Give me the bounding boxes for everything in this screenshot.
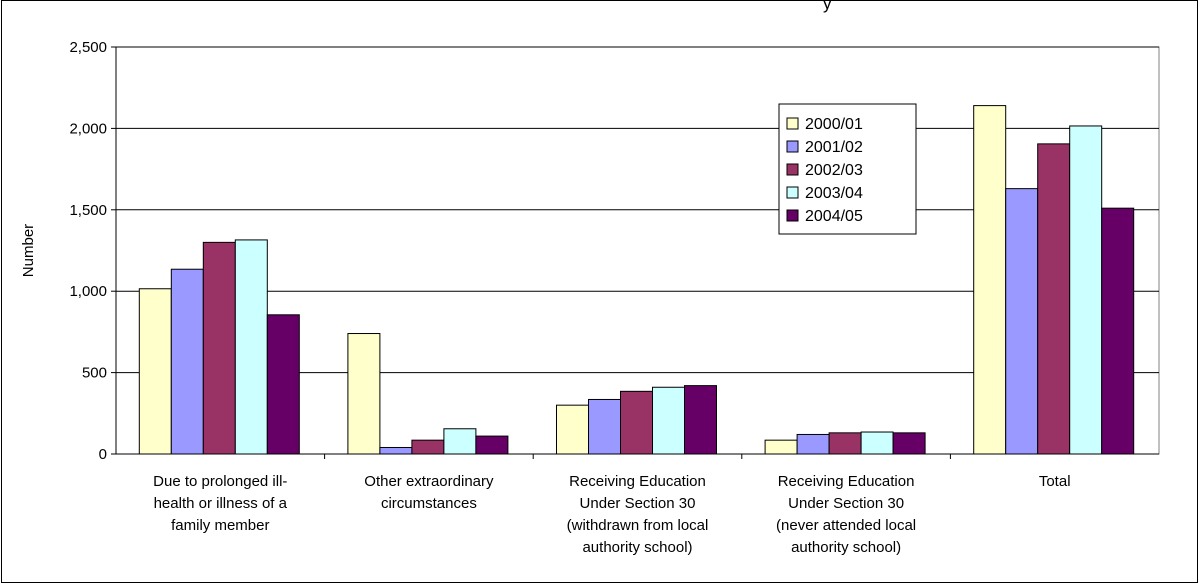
legend-label: 2002/03 <box>805 162 863 179</box>
legend-label: 2003/04 <box>805 185 863 202</box>
x-tick-label: Receiving Education Under Section 30 (neve… <box>776 473 916 556</box>
bar <box>588 398 621 455</box>
bar <box>1069 125 1103 455</box>
bar <box>1005 188 1039 455</box>
bar <box>475 435 509 455</box>
bar <box>764 439 798 455</box>
chart-title-fragment: y <box>823 0 832 13</box>
legend-swatch <box>786 140 799 153</box>
bar <box>234 239 268 455</box>
bar <box>892 432 926 455</box>
bar <box>443 428 477 455</box>
y-tick-label: 2,500 <box>69 39 107 56</box>
bar <box>828 432 862 455</box>
bar <box>170 268 204 455</box>
legend-label: 2004/05 <box>805 208 863 225</box>
bar <box>973 105 1007 455</box>
bar <box>347 333 381 455</box>
legend-swatch <box>786 186 799 199</box>
bar <box>379 446 413 455</box>
y-tick-label: 1,500 <box>69 202 107 219</box>
y-axis-label: Number <box>20 224 37 277</box>
legend-label: 2000/01 <box>805 116 863 133</box>
legend-swatch <box>786 163 799 176</box>
bar <box>860 431 894 455</box>
legend <box>778 103 917 235</box>
bar <box>652 386 685 455</box>
bar <box>1037 143 1071 455</box>
x-tick-label: Total <box>1039 473 1071 490</box>
bar <box>1101 207 1135 455</box>
y-tick-label: 1,000 <box>69 283 107 300</box>
y-tick-label: 0 <box>99 446 107 463</box>
legend-swatch <box>786 209 799 222</box>
x-tick-label: Receiving Education Under Section 30 (with… <box>567 473 709 556</box>
y-tick-label: 500 <box>82 365 107 382</box>
bar <box>620 390 653 455</box>
bar <box>684 385 717 455</box>
legend-label: 2001/02 <box>805 139 863 156</box>
bar <box>202 241 236 455</box>
bar <box>556 404 589 455</box>
bar <box>138 288 172 455</box>
y-tick-label: 2,000 <box>69 120 107 137</box>
bar <box>796 433 830 455</box>
bar <box>266 314 300 455</box>
x-tick-label: Other extraordinary circumstances <box>364 473 494 512</box>
x-tick-label: Due to prolonged ill-health or illness o… <box>153 473 287 534</box>
bar <box>411 439 445 455</box>
legend-swatch <box>786 117 799 130</box>
